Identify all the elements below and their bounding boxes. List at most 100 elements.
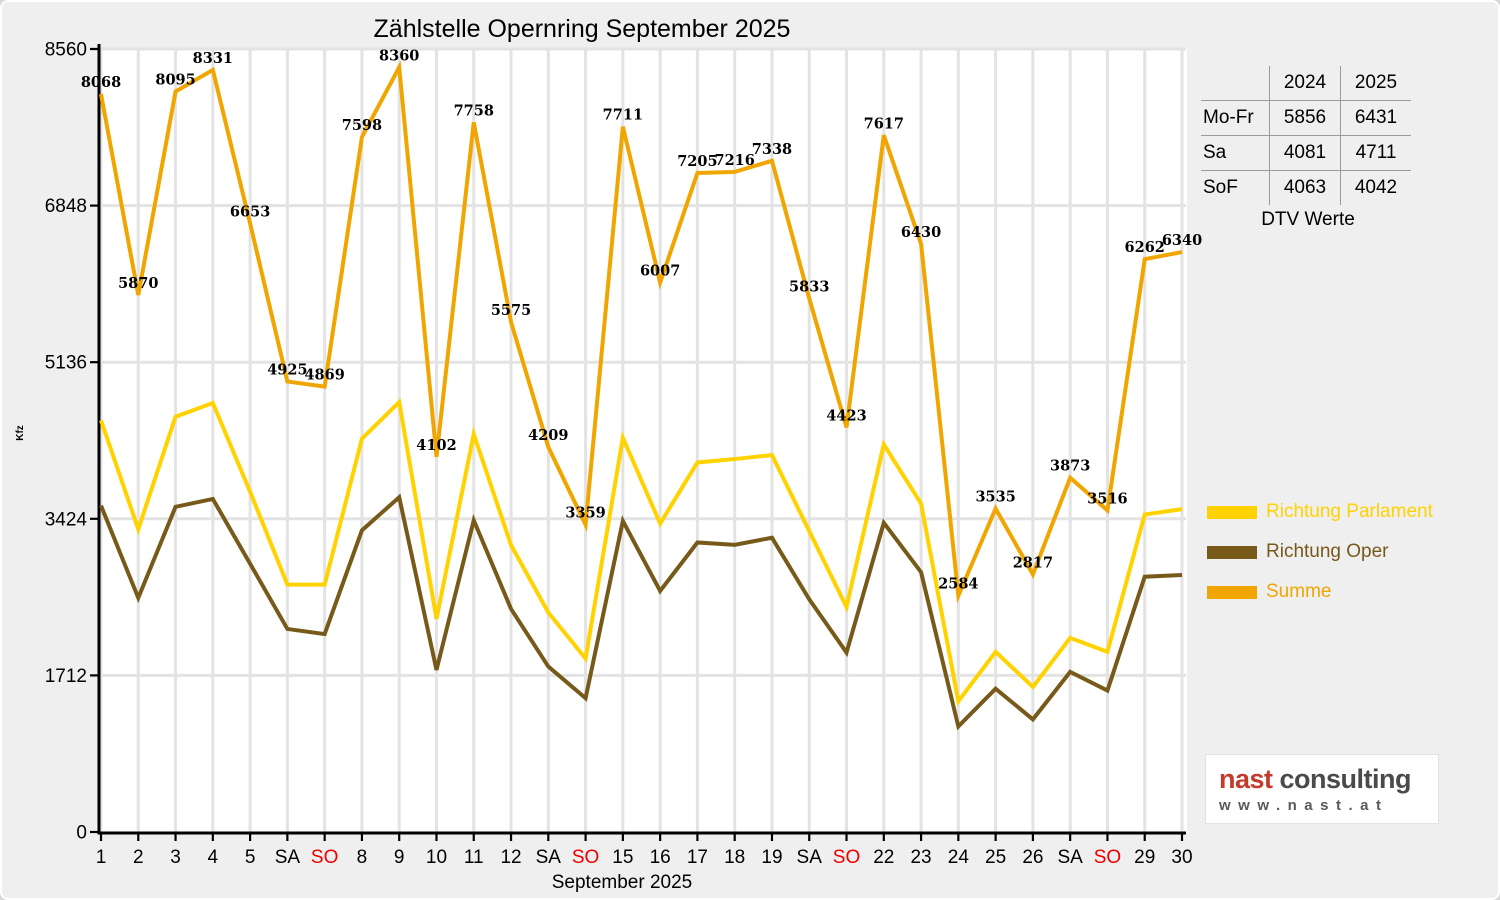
svg-text:5575: 5575 bbox=[491, 302, 531, 319]
chart-title: Zählstelle Opernring September 2025 bbox=[373, 15, 791, 43]
row-label: Mo-Fr bbox=[1203, 107, 1254, 128]
svg-text:SO: SO bbox=[833, 847, 860, 868]
axes bbox=[97, 44, 1186, 835]
svg-text:2817: 2817 bbox=[1013, 554, 1053, 571]
svg-text:0: 0 bbox=[76, 823, 87, 844]
logo-url: www.nast.at bbox=[1219, 797, 1389, 814]
table-header-row: 2024 2025 bbox=[1201, 66, 1411, 101]
svg-text:4925: 4925 bbox=[267, 362, 307, 379]
row-label: Sa bbox=[1203, 142, 1227, 163]
svg-text:22: 22 bbox=[873, 847, 894, 868]
svg-text:8560: 8560 bbox=[45, 40, 87, 61]
svg-text:6653: 6653 bbox=[230, 203, 270, 220]
y-axis-title: Kfz bbox=[15, 425, 26, 441]
legend-item-richtung-parlament: Richtung Parlament bbox=[1207, 492, 1433, 532]
table-cell: 6431 bbox=[1340, 100, 1411, 136]
legend-swatch-summe bbox=[1207, 585, 1257, 599]
svg-text:3535: 3535 bbox=[975, 489, 1015, 506]
svg-text:8068: 8068 bbox=[81, 74, 121, 91]
table-cell: 5856 bbox=[1269, 100, 1341, 136]
legend-swatch-oper bbox=[1207, 545, 1257, 559]
svg-text:15: 15 bbox=[612, 847, 633, 868]
svg-text:6340: 6340 bbox=[1162, 232, 1202, 249]
svg-text:16: 16 bbox=[650, 847, 671, 868]
svg-text:25: 25 bbox=[985, 847, 1006, 868]
table-row: Sa 4081 4711 bbox=[1201, 135, 1411, 171]
svg-text:5870: 5870 bbox=[118, 275, 158, 292]
table-cell: 4042 bbox=[1340, 170, 1411, 205]
series-summe bbox=[99, 60, 1183, 604]
svg-text:SA: SA bbox=[275, 847, 301, 868]
svg-text:8: 8 bbox=[357, 847, 368, 868]
legend-label: Richtung Parlament bbox=[1266, 501, 1433, 522]
svg-text:5833: 5833 bbox=[789, 278, 829, 295]
svg-text:8095: 8095 bbox=[155, 72, 195, 89]
svg-text:23: 23 bbox=[910, 847, 931, 868]
svg-text:7617: 7617 bbox=[864, 115, 904, 132]
logo-brand-red: nast bbox=[1219, 764, 1273, 794]
svg-text:7598: 7598 bbox=[342, 117, 382, 134]
svg-text:3: 3 bbox=[170, 847, 181, 868]
svg-text:5: 5 bbox=[245, 847, 256, 868]
legend-label: Richtung Oper bbox=[1266, 541, 1389, 562]
svg-text:9: 9 bbox=[394, 847, 405, 868]
logo-wordmark: nast consulting bbox=[1219, 764, 1438, 795]
svg-text:3873: 3873 bbox=[1050, 458, 1090, 475]
svg-text:2: 2 bbox=[133, 847, 144, 868]
legend-item-summe: Summe bbox=[1207, 572, 1433, 612]
row-label: SoF bbox=[1203, 177, 1238, 198]
svg-text:10: 10 bbox=[426, 847, 447, 868]
svg-text:5136: 5136 bbox=[45, 353, 87, 374]
svg-text:7758: 7758 bbox=[454, 102, 494, 119]
svg-text:4869: 4869 bbox=[304, 367, 344, 384]
svg-text:18: 18 bbox=[724, 847, 745, 868]
logo-brand-gray: consulting bbox=[1279, 764, 1412, 794]
svg-text:6007: 6007 bbox=[640, 263, 680, 280]
y-axis-labels: 0 1712 3424 5136 6848 8560 bbox=[45, 40, 88, 844]
svg-text:4: 4 bbox=[208, 847, 219, 868]
svg-text:6430: 6430 bbox=[901, 224, 941, 241]
svg-text:6848: 6848 bbox=[45, 196, 87, 217]
svg-text:12: 12 bbox=[500, 847, 521, 868]
svg-text:30: 30 bbox=[1171, 847, 1192, 868]
table-row: SoF 4063 4042 bbox=[1201, 170, 1411, 205]
svg-text:3424: 3424 bbox=[45, 509, 88, 530]
chart-legend: Richtung Parlament Richtung Oper Summe bbox=[1207, 492, 1433, 612]
svg-text:2584: 2584 bbox=[938, 576, 978, 593]
table-corner-cell bbox=[1201, 66, 1270, 101]
svg-text:7338: 7338 bbox=[752, 141, 792, 158]
svg-text:3516: 3516 bbox=[1087, 490, 1127, 507]
table-col-header: 2025 bbox=[1340, 66, 1411, 101]
x-axis-title: September 2025 bbox=[552, 872, 693, 893]
svg-text:24: 24 bbox=[948, 847, 970, 868]
svg-text:1: 1 bbox=[96, 847, 107, 868]
svg-text:8331: 8331 bbox=[193, 50, 233, 67]
svg-text:SA: SA bbox=[797, 847, 823, 868]
svg-text:6262: 6262 bbox=[1125, 239, 1165, 256]
series-richtung-parlament bbox=[99, 397, 1183, 707]
svg-text:11: 11 bbox=[464, 847, 484, 868]
dtv-table-caption: DTV Werte bbox=[1261, 209, 1355, 230]
svg-text:SA: SA bbox=[536, 847, 562, 868]
svg-text:7205: 7205 bbox=[677, 153, 717, 170]
svg-text:17: 17 bbox=[687, 847, 708, 868]
table-cell: 4081 bbox=[1269, 135, 1341, 171]
nast-consulting-logo: nast consulting www.nast.at bbox=[1205, 754, 1439, 824]
series-richtung-oper bbox=[99, 493, 1183, 731]
svg-text:4423: 4423 bbox=[826, 407, 866, 424]
x-axis-labels: 1 2 3 4 5 SA SO 8 9 10 11 12 SA SO 15 16 17 18 19 SA SO 22 23 2… bbox=[96, 847, 1193, 868]
svg-text:SO: SO bbox=[572, 847, 599, 868]
legend-swatch-parlament bbox=[1207, 505, 1257, 519]
svg-text:SO: SO bbox=[1094, 847, 1121, 868]
table-col-header: 2024 bbox=[1269, 66, 1341, 101]
svg-text:7711: 7711 bbox=[603, 107, 643, 124]
axis-ticks bbox=[90, 47, 1184, 841]
svg-text:4102: 4102 bbox=[416, 437, 456, 454]
legend-label: Summe bbox=[1266, 581, 1332, 602]
svg-text:19: 19 bbox=[761, 847, 782, 868]
svg-text:4209: 4209 bbox=[528, 427, 568, 444]
table-row: Mo-Fr 5856 6431 bbox=[1201, 100, 1411, 136]
